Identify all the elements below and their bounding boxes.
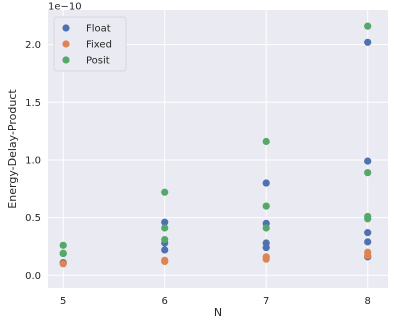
data-point xyxy=(161,218,169,226)
x-axis-label: N xyxy=(214,306,222,319)
y-tick-label: 0.0 xyxy=(25,271,41,282)
data-point xyxy=(161,257,169,266)
data-point xyxy=(59,249,67,257)
data-point xyxy=(262,179,270,187)
data-point xyxy=(161,246,169,254)
x-tick-label: 6 xyxy=(162,296,168,307)
data-point xyxy=(161,188,169,196)
data-point xyxy=(262,255,270,263)
legend-label: Posit xyxy=(86,56,110,67)
data-point xyxy=(364,22,372,30)
data-point xyxy=(262,244,270,252)
y-tick-label: 1.0 xyxy=(25,155,41,166)
x-tick-labels: 5 6 7 8 xyxy=(60,296,371,307)
x-tick-label: 5 xyxy=(60,296,66,307)
legend-label: Float xyxy=(86,24,111,35)
data-point xyxy=(364,252,372,260)
data-point xyxy=(161,235,169,244)
data-point xyxy=(262,224,270,232)
y-tick-label: 0.5 xyxy=(25,213,41,224)
data-point xyxy=(364,238,372,246)
y-tick-label: 2.0 xyxy=(25,40,41,51)
y-tick-label: 1.5 xyxy=(25,98,41,109)
data-point xyxy=(364,229,372,237)
data-points xyxy=(59,22,372,268)
legend-marker xyxy=(62,40,70,48)
y-axis-label: Energy-Delay-Product xyxy=(6,89,19,209)
data-point xyxy=(161,224,169,232)
legend-box xyxy=(53,16,127,72)
legend-label: Fixed xyxy=(86,40,112,51)
series-fixed xyxy=(59,248,372,268)
data-point xyxy=(59,241,67,249)
x-tick-label: 8 xyxy=(365,296,371,307)
legend-marker xyxy=(62,24,70,32)
y-axis-multiplier: 1e−10 xyxy=(48,2,82,13)
data-point xyxy=(59,260,67,268)
data-point xyxy=(364,215,372,223)
legend-marker xyxy=(62,56,70,64)
data-point xyxy=(262,202,270,210)
data-point xyxy=(262,137,270,146)
x-tick-label: 7 xyxy=(263,296,269,307)
data-point xyxy=(364,169,372,177)
data-point xyxy=(364,157,372,165)
legend: Float Fixed Posit xyxy=(53,16,127,72)
data-point xyxy=(364,38,372,46)
series-posit xyxy=(59,22,372,257)
y-tick-labels: 0.0 0.5 1.0 1.5 2.0 xyxy=(25,40,41,282)
